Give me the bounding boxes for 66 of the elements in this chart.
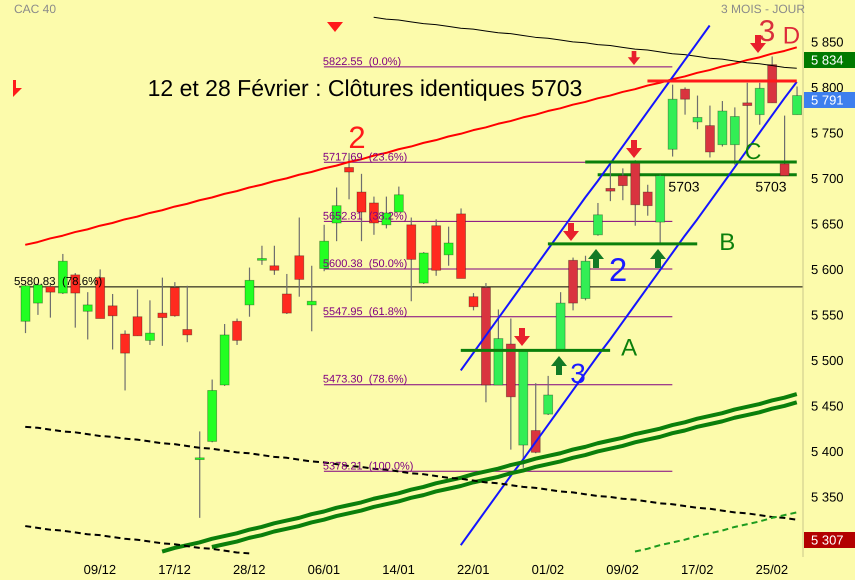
x-tick-label: 09/12 <box>84 562 116 578</box>
series-label: 5378.21 (100.0%) <box>322 460 414 472</box>
y-tick-label: 5 550 <box>811 308 844 323</box>
text: 5 307 <box>811 532 844 548</box>
annotation: 3 <box>570 358 586 389</box>
candlestick <box>543 375 554 416</box>
candlestick <box>269 245 280 276</box>
series-label: B <box>719 228 736 256</box>
candlestick <box>145 300 155 346</box>
y-tick-label: 5 650 <box>811 216 844 232</box>
candlestick <box>108 293 118 350</box>
x-tick-label: 06/01 <box>308 562 340 578</box>
line-series <box>634 511 798 553</box>
candlestick <box>468 292 478 311</box>
y-tick-label: 5 750 <box>811 125 844 140</box>
x-tick-label: 14/01 <box>382 562 415 578</box>
candlestick <box>132 288 142 336</box>
x-tick-label: 01/02 <box>532 562 564 578</box>
x-tick-label: 25/02 <box>756 562 788 578</box>
candlestick <box>120 330 130 392</box>
ref-line-label: 5580.83 (78.6%) <box>14 276 102 288</box>
annotation: CAC 40 <box>14 2 56 16</box>
y-tick-label: 5 350 <box>811 490 844 505</box>
candlestick <box>394 186 404 213</box>
line-series <box>24 426 798 521</box>
series-label: 5822.55 (0.0%) <box>322 56 402 68</box>
candlestick <box>605 163 616 202</box>
x-tick-label: 17/02 <box>680 562 714 578</box>
y-tick-label: 5 850 <box>811 34 844 50</box>
line-series <box>210 400 799 549</box>
series-label: D <box>782 22 800 50</box>
text: 5 834 <box>811 52 844 68</box>
chart-subtitle: 3 MOIS - JOUR <box>720 2 806 16</box>
candlestick <box>257 245 267 266</box>
y-tick-label: 5 500 <box>811 353 844 368</box>
series-label: 5473.30 (78.6%) <box>322 374 408 386</box>
line-series <box>24 525 250 554</box>
x-tick-label: 17/12 <box>158 562 191 578</box>
y-tick-label: 5 600 <box>811 262 844 278</box>
series-label: A <box>621 334 638 362</box>
candlestick <box>780 114 790 176</box>
candlestick <box>680 86 690 116</box>
annotation: 3 <box>758 15 776 48</box>
x-tick-label: 28/12 <box>232 562 266 578</box>
annotation: 5703 <box>668 178 700 195</box>
candlestick <box>82 292 93 340</box>
candlestick <box>642 184 653 216</box>
line-series <box>160 392 799 554</box>
x-tick-label: 22/01 <box>456 562 490 578</box>
y-tick-label: 5 400 <box>811 444 844 460</box>
candlestick <box>618 168 628 201</box>
candlestick <box>194 430 205 518</box>
candlestick <box>593 202 603 236</box>
candlestick <box>792 86 802 116</box>
annotation: 5703 <box>755 178 787 195</box>
text: 5 791 <box>811 92 844 108</box>
candlestick <box>692 94 702 130</box>
y-tick-label: 5 700 <box>811 171 844 186</box>
text: 12 et 28 Février : Clôtures identiques 5703 <box>148 75 582 101</box>
y-tick-label: 5 450 <box>811 398 844 414</box>
series-label: 5547.95 (61.8%) <box>322 306 408 318</box>
y-tick-label: 5 800 <box>811 80 844 95</box>
series-label: C <box>744 138 762 164</box>
x-tick-label: 09/02 <box>606 562 639 578</box>
candlestick <box>444 226 454 266</box>
candlestick <box>232 318 242 346</box>
